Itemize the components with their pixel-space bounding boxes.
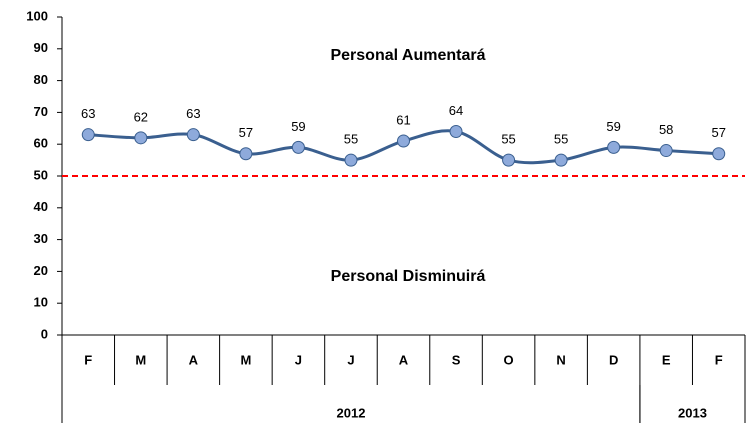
marker bbox=[397, 134, 410, 148]
marker bbox=[659, 144, 673, 158]
marker bbox=[554, 153, 568, 167]
value-label: 58 bbox=[659, 122, 673, 137]
value-label: 57 bbox=[711, 125, 725, 140]
annotation: Personal Disminuirá bbox=[331, 268, 486, 285]
y-tick-label: 70 bbox=[34, 104, 48, 119]
x-tick-label: S bbox=[452, 352, 461, 367]
x-tick-label: F bbox=[84, 352, 92, 367]
y-tick-label: 90 bbox=[34, 40, 48, 55]
marker bbox=[344, 153, 358, 167]
value-label: 63 bbox=[81, 106, 95, 121]
x-tick-label: M bbox=[240, 352, 251, 367]
value-label: 62 bbox=[134, 109, 148, 124]
y-tick-label: 0 bbox=[41, 326, 48, 341]
value-label: 59 bbox=[606, 119, 620, 134]
value-label: 55 bbox=[501, 132, 515, 147]
marker bbox=[186, 128, 200, 142]
value-label: 57 bbox=[239, 125, 253, 140]
y-tick-label: 10 bbox=[34, 295, 48, 310]
x-tick-label: A bbox=[399, 352, 409, 367]
marker bbox=[81, 128, 95, 142]
y-tick-label: 100 bbox=[26, 8, 48, 23]
y-tick-label: 80 bbox=[34, 72, 48, 87]
x-tick-label: M bbox=[135, 352, 146, 367]
value-label: 64 bbox=[449, 103, 463, 118]
marker bbox=[291, 140, 305, 154]
y-tick-label: 50 bbox=[34, 167, 48, 182]
value-label: 55 bbox=[344, 132, 358, 147]
marker bbox=[239, 147, 253, 161]
y-tick-label: 60 bbox=[34, 136, 48, 151]
x-tick-label: N bbox=[556, 352, 565, 367]
marker bbox=[607, 140, 621, 154]
marker bbox=[712, 147, 726, 161]
y-tick-label: 20 bbox=[34, 263, 48, 278]
x-tick-label: J bbox=[295, 352, 302, 367]
value-label: 59 bbox=[291, 119, 305, 134]
x-tick-label: J bbox=[347, 352, 354, 367]
x-tick-label: F bbox=[715, 352, 723, 367]
marker bbox=[134, 131, 148, 145]
y-tick-label: 40 bbox=[34, 199, 48, 214]
marker bbox=[502, 153, 516, 167]
group-label: 2012 bbox=[337, 405, 366, 420]
annotation: Personal Aumentará bbox=[330, 47, 485, 64]
x-tick-label: A bbox=[189, 352, 199, 367]
x-tick-label: E bbox=[662, 352, 671, 367]
value-label: 55 bbox=[554, 132, 568, 147]
y-tick-label: 30 bbox=[34, 231, 48, 246]
value-label: 61 bbox=[396, 112, 410, 127]
value-label: 63 bbox=[186, 106, 200, 121]
x-tick-label: O bbox=[504, 352, 514, 367]
x-tick-label: D bbox=[609, 352, 618, 367]
marker bbox=[449, 124, 463, 138]
group-label: 2013 bbox=[678, 405, 707, 420]
